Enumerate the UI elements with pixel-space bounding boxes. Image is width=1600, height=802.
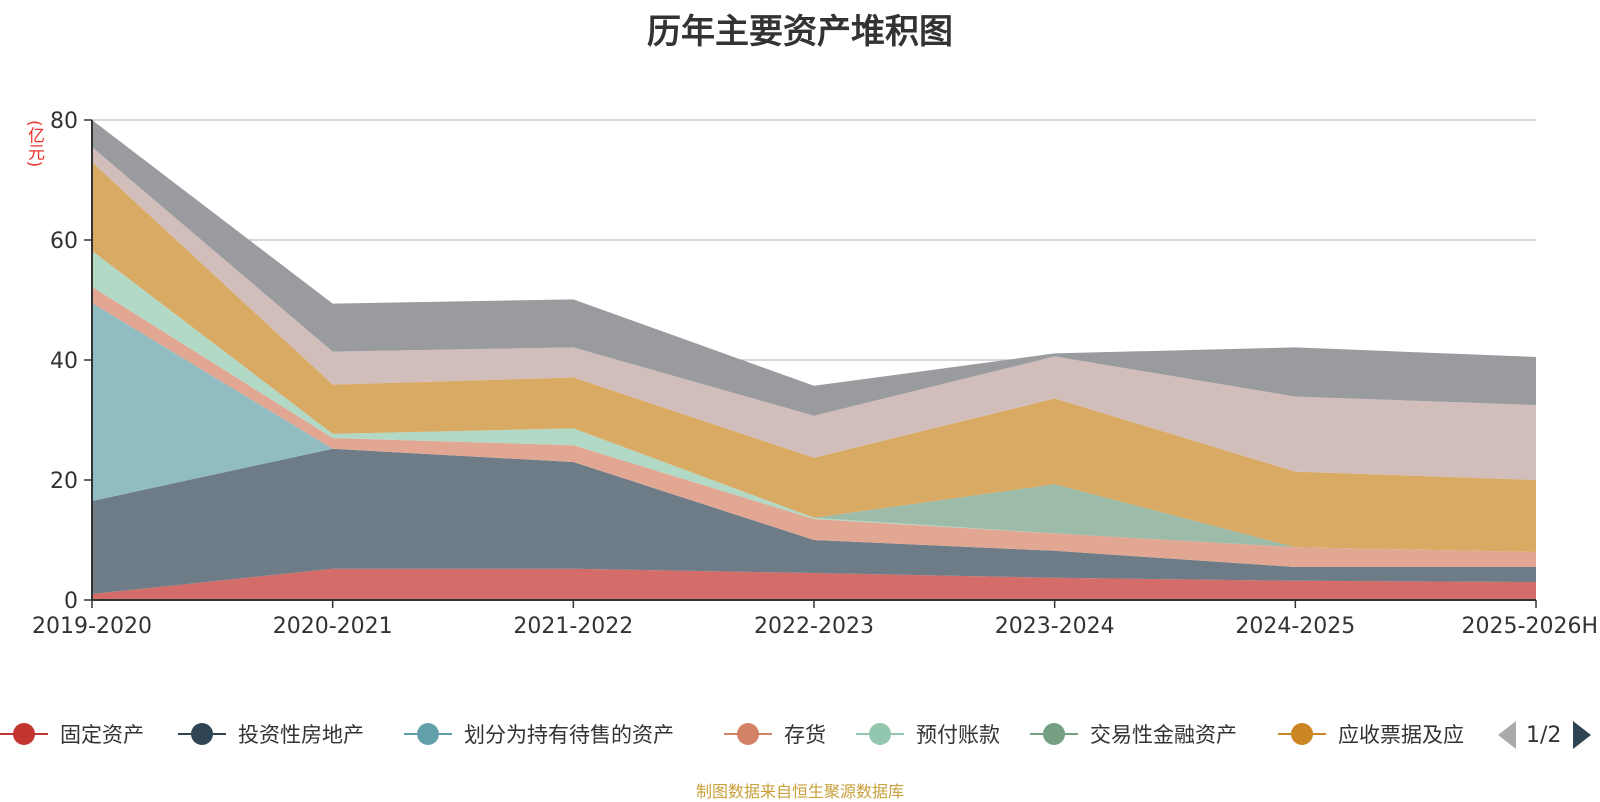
series-area	[92, 147, 1536, 480]
y-tick-label: 0	[64, 589, 78, 614]
legend: 固定资产 投资性房地产 划分为持有待售的资产 存货 预付账款 交易性金融资产 应收票据及应	[0, 714, 1600, 754]
legend-item-label: 交易性金融资产	[1090, 723, 1237, 747]
legend-item[interactable]: 投资性房地产	[178, 714, 364, 754]
legend-marker-icon	[404, 719, 452, 749]
series-area	[92, 568, 1536, 600]
series-area	[92, 162, 1536, 552]
y-tick-label: 20	[50, 469, 78, 494]
x-tick-label: 2020-2021	[273, 614, 393, 639]
series-area	[92, 120, 1536, 416]
x-tick-label: 2025-2026H	[1462, 614, 1598, 639]
legend-marker-icon	[856, 719, 904, 749]
legend-item[interactable]: 预付账款	[856, 714, 1000, 754]
legend-item-label: 存货	[784, 723, 826, 747]
legend-prev-page-icon[interactable]	[1498, 721, 1516, 749]
x-tick-label: 2019-2020	[32, 614, 152, 639]
legend-next-page-icon[interactable]	[1573, 721, 1592, 749]
legend-item[interactable]: 固定资产	[0, 714, 144, 754]
y-axis-unit-label: (亿元)	[24, 120, 44, 168]
legend-marker-icon	[0, 719, 48, 749]
legend-marker-icon	[178, 719, 226, 749]
legend-marker-icon	[724, 719, 772, 749]
legend-item[interactable]: 划分为持有待售的资产	[404, 714, 674, 754]
legend-item-label: 划分为持有待售的资产	[464, 723, 674, 747]
legend-item-label: 预付账款	[916, 723, 1000, 747]
y-tick-label: 80	[50, 109, 78, 134]
legend-marker-icon	[1278, 719, 1326, 749]
y-tick-label: 40	[50, 349, 78, 374]
series-area	[92, 448, 1536, 594]
x-tick-label: 2024-2025	[1235, 614, 1355, 639]
chart-area: 0 20 40 60 80 2019-2020 2020-2021 2021-2022 2022…	[32, 109, 1598, 639]
legend-item[interactable]: 交易性金融资产	[1030, 714, 1237, 754]
legend-page-indicator: 1/2	[1526, 722, 1562, 748]
legend-item[interactable]: 应收票据及应	[1278, 714, 1464, 754]
source-note: 制图数据来自恒生聚源数据库	[695, 782, 904, 801]
legend-item-label: 投资性房地产	[238, 723, 364, 747]
x-tick-label: 2021-2022	[513, 614, 633, 639]
chart-title: 历年主要资产堆积图	[647, 12, 953, 52]
legend-pager: 1/2	[1498, 718, 1592, 752]
legend-item-label: 应收票据及应	[1338, 723, 1464, 747]
legend-item-label: 固定资产	[60, 723, 144, 747]
y-tick-label: 60	[50, 229, 78, 254]
x-tick-label: 2022-2023	[754, 614, 874, 639]
x-tick-label: 2023-2024	[995, 614, 1115, 639]
legend-marker-icon	[1030, 719, 1078, 749]
legend-item[interactable]: 存货	[724, 714, 826, 754]
